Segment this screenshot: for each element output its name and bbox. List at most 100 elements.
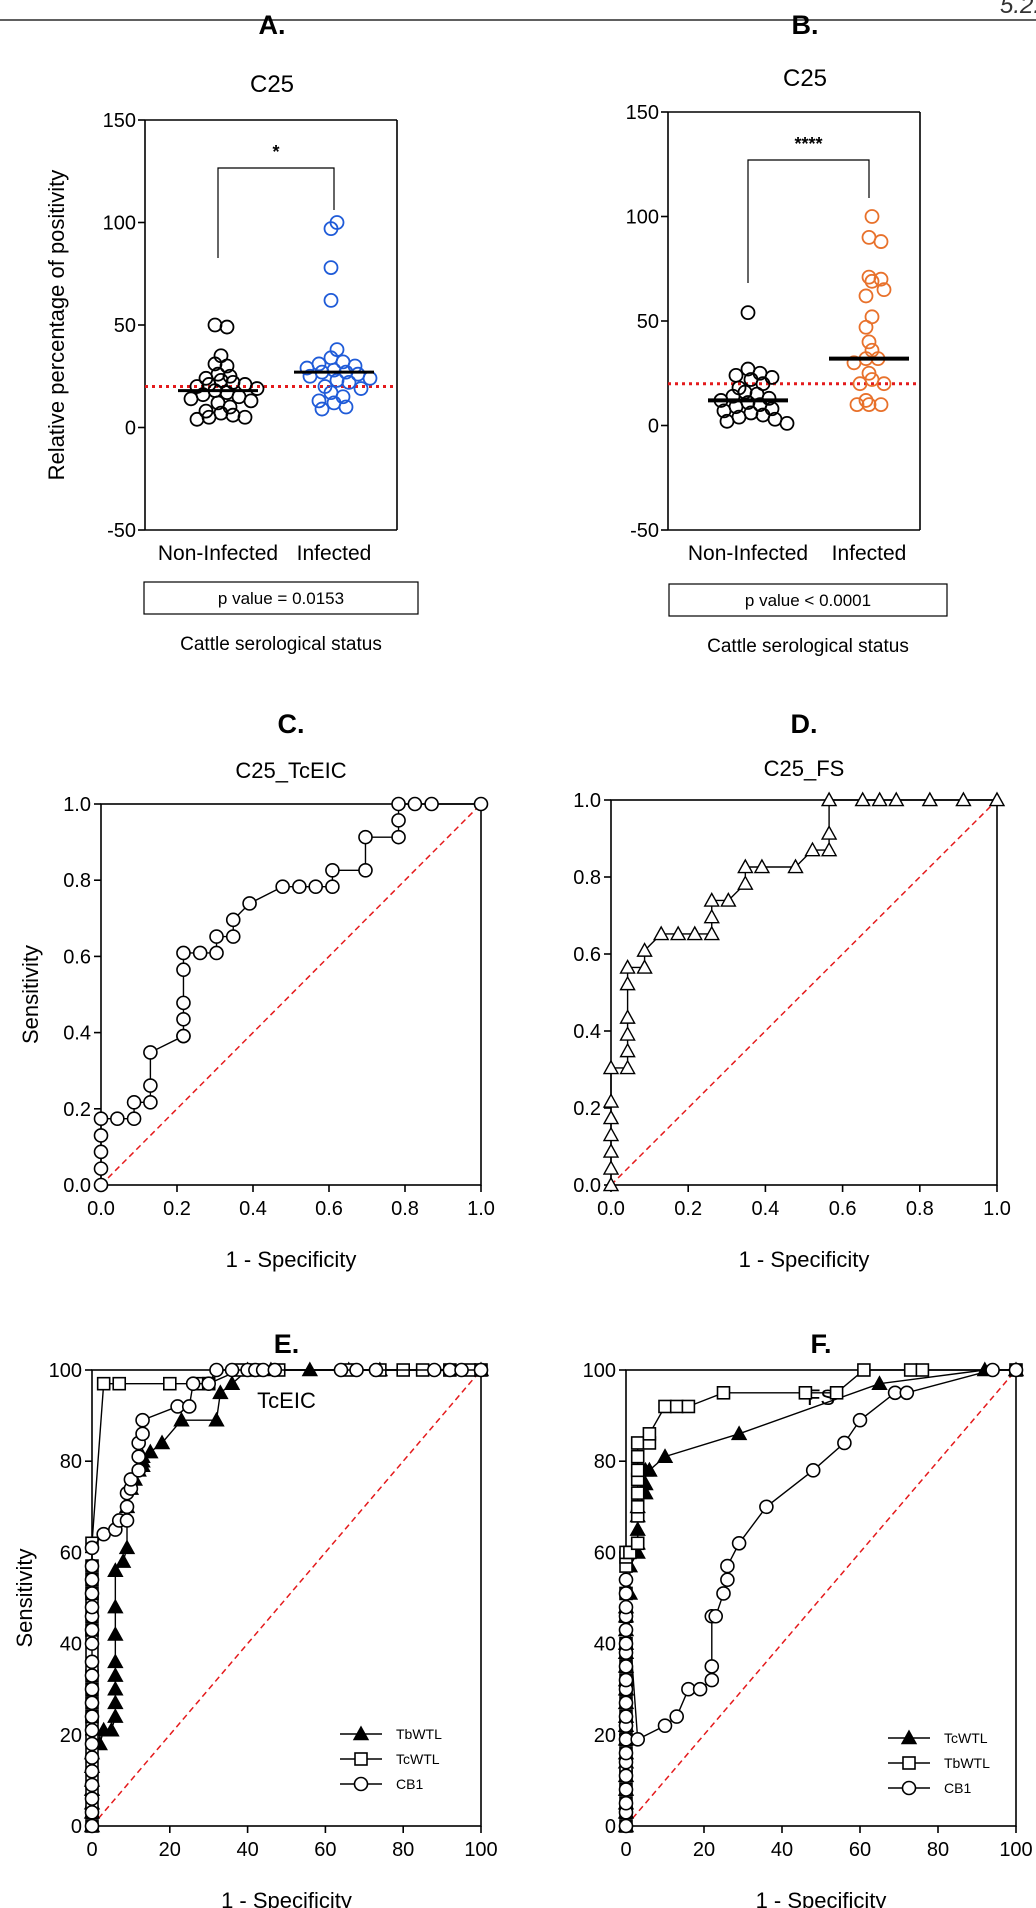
roc-point: [602, 1143, 620, 1158]
roc-point-cb1: [84, 1622, 100, 1638]
roc-point: [737, 858, 754, 874]
data-point-infected: [861, 397, 877, 413]
chart-title: C25_TcEIC: [235, 758, 346, 783]
roc-point: [787, 858, 804, 874]
roc-point-tbwtl: [857, 1363, 871, 1377]
page-number-fragment: 5.2.: [999, 0, 1036, 19]
data-point-infected: [864, 273, 880, 289]
data-point-infected: [846, 355, 862, 371]
roc-point: [955, 791, 972, 807]
roc-point-cb1: [720, 1572, 735, 1588]
roc-point: [308, 879, 324, 894]
data-point-non-infected: [764, 370, 780, 385]
roc-point-tbwtl: [658, 1399, 672, 1414]
roc-point: [602, 1059, 620, 1075]
roc-point-tbwtl: [103, 1721, 120, 1737]
legend-marker: [353, 1776, 369, 1792]
y-tick-label: 0: [71, 1816, 82, 1838]
data-point-infected: [353, 381, 369, 396]
x-tick-label: 0.6: [315, 1198, 343, 1220]
y-tick-label: 0: [125, 418, 136, 440]
roc-point-cb1: [131, 1449, 146, 1464]
roc-point: [737, 875, 754, 890]
plot-frame: [100, 803, 482, 1186]
data-point-infected: [341, 374, 357, 390]
reference-diagonal: [625, 1369, 1017, 1827]
roc-point-cb1: [985, 1362, 1000, 1378]
roc-point: [619, 1009, 636, 1024]
roc-point: [820, 791, 838, 807]
roc-point: [275, 879, 290, 894]
roc-point-cb1: [618, 1599, 634, 1615]
y-tick-label: 60: [594, 1542, 616, 1564]
roc-point-tbwtl: [915, 1363, 930, 1377]
roc-point-cb1: [852, 1412, 868, 1428]
y-tick-label: 0.6: [573, 944, 601, 966]
roc-point: [988, 791, 1006, 807]
data-point-non-infected: [719, 413, 735, 429]
y-tick-label: 100: [49, 1360, 82, 1382]
roc-point-cb1: [720, 1558, 735, 1574]
panel-label: C.: [278, 709, 305, 739]
roc-point-cb1: [837, 1435, 852, 1451]
roc-point-tcwtl: [730, 1425, 748, 1441]
roc-point: [602, 1159, 620, 1175]
y-tick-label: 0.4: [573, 1021, 601, 1043]
data-point-non-infected: [237, 409, 253, 425]
roc-point-tbwtl: [107, 1598, 124, 1614]
data-point-infected: [873, 234, 889, 249]
x-tick-label: 1.0: [467, 1198, 495, 1220]
y-tick-label: 0.4: [63, 1023, 91, 1045]
x-tick-label: 1.0: [983, 1198, 1011, 1220]
category-label: Non-Infected: [688, 542, 808, 565]
roc-point: [391, 829, 406, 845]
data-point-non-infected: [225, 407, 241, 423]
y-tick-label: 50: [637, 311, 659, 333]
x-tick-label: 100: [999, 1839, 1032, 1861]
roc-point-tbwtl: [107, 1667, 124, 1682]
roc-point-cb1: [84, 1791, 100, 1806]
roc-point-cb1: [657, 1718, 673, 1733]
significance-bracket: [217, 167, 335, 258]
data-point-infected: [852, 376, 868, 392]
roc-point-cb1: [209, 1362, 224, 1378]
chart-title: C25: [250, 71, 294, 98]
data-point-non-infected: [716, 403, 732, 419]
roc-point-tbwtl: [114, 1553, 132, 1568]
data-point-non-infected: [219, 358, 235, 374]
data-point-non-infected: [249, 381, 265, 396]
roc-point-cb1: [135, 1412, 150, 1428]
y-tick-label: 0.6: [63, 946, 91, 968]
y-tick-label: -50: [107, 520, 136, 542]
legend-marker: [900, 1729, 918, 1745]
roc-point-cb1: [84, 1736, 100, 1752]
data-point-infected: [302, 368, 318, 384]
roc-point-cb1: [692, 1681, 708, 1697]
roc-point-tcwtl: [641, 1461, 658, 1477]
roc-point: [804, 841, 821, 857]
y-axis-label: Relative percentage of positivity: [44, 170, 69, 481]
legend-marker: [354, 1752, 368, 1766]
x-tick-label: 80: [392, 1839, 414, 1861]
roc-point: [636, 942, 653, 957]
data-point-infected: [323, 221, 339, 237]
roc-point-tbwtl: [630, 1486, 645, 1500]
roc-point-cb1: [84, 1586, 100, 1601]
x-tick-label: 0.2: [674, 1198, 702, 1220]
roc-point-tbwtl: [642, 1427, 657, 1441]
roc-point-tbwtl: [630, 1436, 645, 1450]
y-tick-label: 0: [605, 1816, 616, 1838]
roc-point-tbwtl: [903, 1363, 918, 1377]
data-point-non-infected: [740, 305, 756, 321]
roc-point: [93, 1144, 109, 1160]
roc-point-tbwtl: [212, 1384, 229, 1400]
x-tick-label: 80: [927, 1839, 949, 1861]
panel-label: D.: [791, 709, 818, 739]
roc-point-cb1: [267, 1362, 283, 1378]
roc-point-tbwtl: [669, 1399, 684, 1414]
roc-point-cb1: [618, 1795, 634, 1811]
roc-point: [888, 791, 905, 807]
roc-point: [407, 796, 423, 812]
roc-point-cb1: [618, 1572, 634, 1588]
